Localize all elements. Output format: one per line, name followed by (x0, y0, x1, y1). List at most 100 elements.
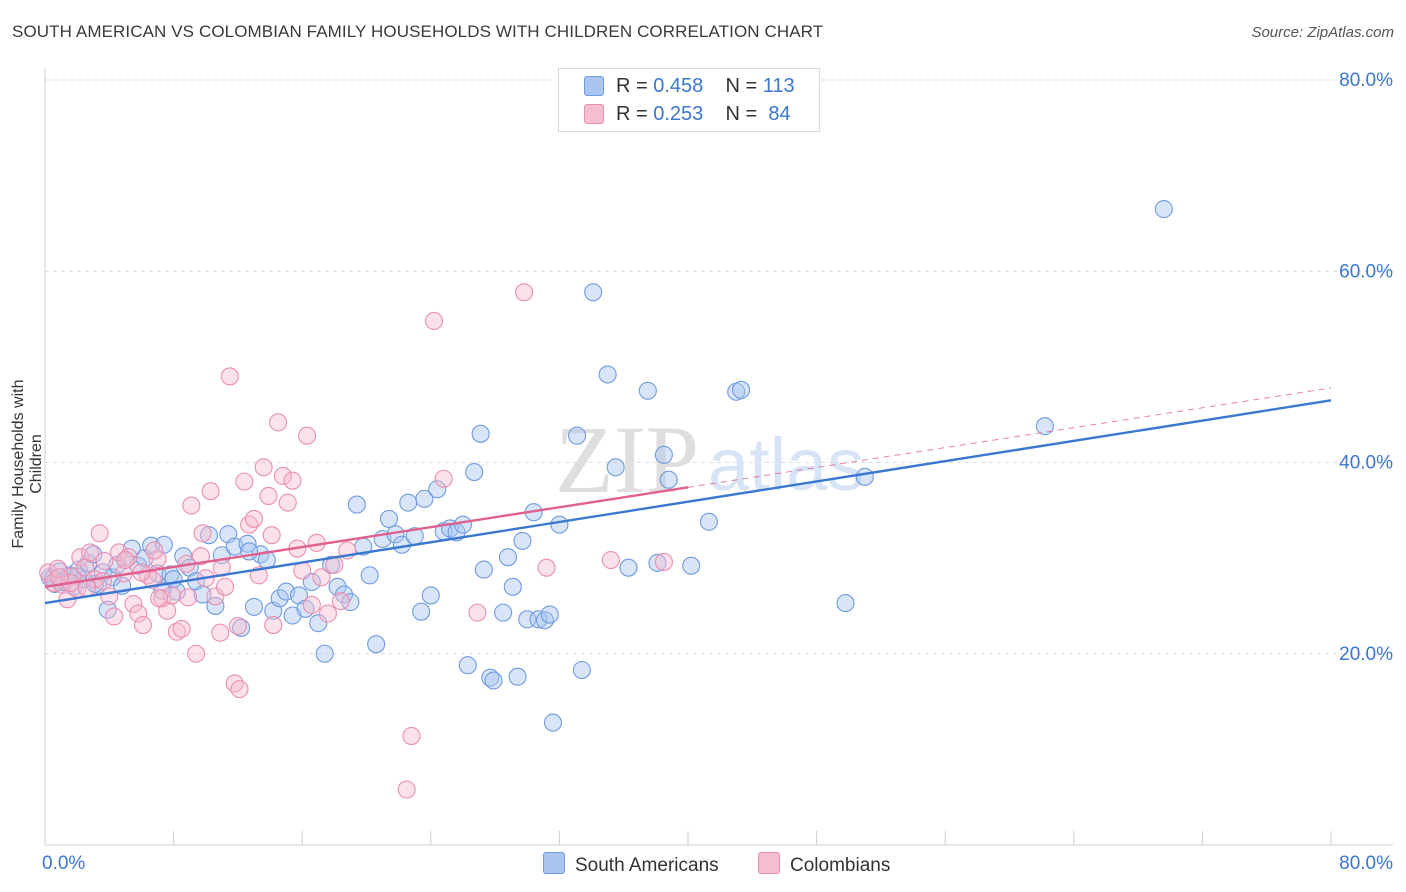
south-american-point (399, 493, 418, 512)
bottom-legend-swatch-south-americans (543, 852, 565, 874)
colombian-point (167, 622, 186, 641)
south-american-point (503, 577, 522, 596)
south-americans-points (40, 200, 1173, 732)
axes (44, 68, 1393, 846)
south-american-point (1154, 200, 1173, 219)
colombian-point (201, 482, 220, 501)
south-american-point (474, 560, 493, 579)
colombian-point (129, 604, 148, 623)
colombian-point (100, 587, 119, 606)
south-american-point (341, 593, 360, 612)
south-american-point (458, 656, 477, 675)
legend-r-label: R = (616, 103, 648, 125)
south-american-point (232, 618, 251, 637)
y-tick-label: 40.0% (1339, 453, 1393, 474)
south-american-point (529, 610, 548, 629)
south-american-point (164, 570, 183, 589)
colombian-point (302, 595, 321, 615)
south-american-point (238, 534, 257, 553)
colombian-point (514, 283, 534, 302)
colombian-point (278, 493, 297, 512)
south-american-point (584, 283, 603, 302)
colombian-point (537, 558, 556, 577)
bottom-legend-label-colombians: Colombians (790, 855, 891, 876)
x-tick-label-min: 0.0% (42, 853, 85, 874)
colombian-point (93, 572, 112, 591)
colombian-point (206, 587, 225, 606)
south-american-point (619, 558, 638, 577)
colombian-point (90, 524, 109, 543)
bottom-legend-swatch-colombians (758, 852, 780, 874)
source-label: Source: ZipAtlas.com (1251, 24, 1394, 41)
legend-n-value-south-americans: 113 (762, 75, 795, 97)
south-american-point (598, 365, 617, 384)
colombians-trend-extension (687, 387, 1332, 488)
colombians-points (39, 283, 673, 799)
colombian-point (71, 548, 90, 567)
colombian-point (269, 413, 288, 432)
colombian-point (397, 780, 416, 799)
south-american-point (855, 467, 874, 486)
south-american-point (421, 586, 440, 605)
colombian-point (145, 541, 164, 560)
south-american-point (572, 660, 591, 680)
legend-r-label: R = (616, 75, 648, 97)
colombian-point (273, 466, 292, 485)
south-american-point (540, 605, 559, 624)
south-american-point (199, 526, 219, 545)
gridlines (45, 79, 1393, 655)
colombian-point (116, 550, 135, 570)
colombian-point (225, 674, 244, 693)
south-american-point (484, 671, 503, 690)
south-american-point (481, 668, 500, 687)
y-tick-label: 60.0% (1339, 261, 1393, 282)
tick-labels: 20.0% 40.0% 60.0% 80.0% 0.0% 80.0% (42, 70, 1393, 874)
bottom-legend-colombians[interactable]: Colombians (758, 852, 890, 877)
south-american-point (328, 577, 347, 596)
south-american-point (699, 512, 718, 531)
colombian-point (179, 588, 198, 607)
colombian-point (424, 311, 444, 331)
colombian-point (244, 509, 264, 528)
colombian-point (211, 623, 230, 642)
colombian-point (601, 550, 620, 570)
legend-r-value-south-americans: 0.458 (653, 75, 704, 97)
bottom-legend-south-americans[interactable]: South Americans (543, 852, 719, 877)
south-american-point (347, 495, 366, 514)
colombian-point (331, 592, 350, 611)
south-american-point (244, 597, 264, 616)
south-american-point (206, 596, 225, 615)
colombian-point (134, 616, 153, 635)
south-american-point (309, 614, 328, 633)
legend-swatch-south-americans (584, 76, 604, 96)
south-american-point (568, 426, 587, 445)
colombians-trend-line (44, 486, 689, 588)
south-american-point (240, 542, 259, 561)
colombian-point (119, 548, 138, 567)
colombian-point (264, 616, 283, 635)
south-american-point (465, 463, 484, 482)
colombian-point (259, 486, 278, 506)
south-american-point (379, 509, 399, 528)
colombian-point (230, 680, 249, 699)
colombian-point (318, 604, 337, 623)
south-american-point (98, 600, 117, 619)
colombian-point (193, 524, 212, 543)
colombian-point (240, 515, 259, 534)
legend-n-value-colombians: 84 (768, 103, 791, 125)
colombian-point (283, 471, 302, 490)
south-american-point (367, 635, 386, 654)
colombian-point (191, 547, 210, 566)
south-american-point (606, 458, 625, 477)
colombian-point (39, 563, 58, 582)
south-american-point (471, 424, 490, 443)
colombian-point (402, 726, 421, 746)
south-american-point (498, 548, 518, 567)
south-american-point (315, 644, 334, 663)
colombian-point (150, 589, 169, 608)
colombian-point (434, 469, 453, 488)
south-american-point (654, 445, 673, 464)
south-american-point (731, 380, 751, 399)
south-american-point (513, 531, 532, 550)
watermark-zip: ZIP (555, 406, 699, 513)
